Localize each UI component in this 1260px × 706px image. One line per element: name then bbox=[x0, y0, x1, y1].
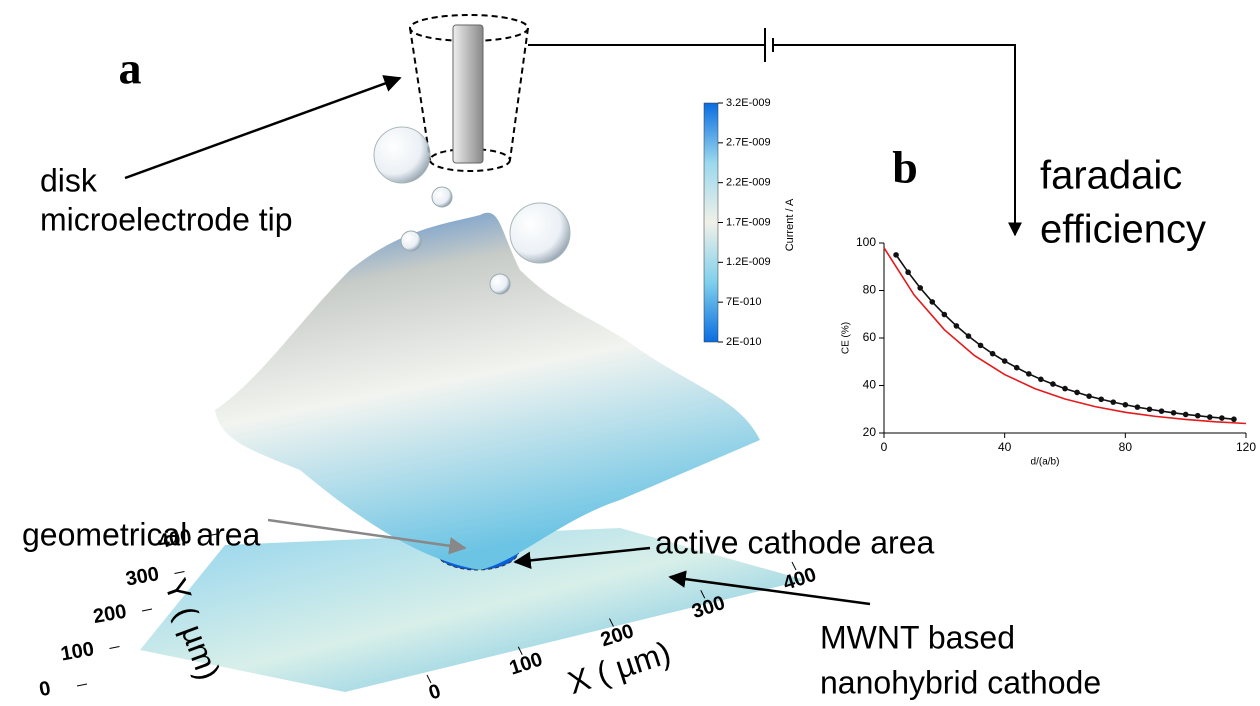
y-tick bbox=[142, 609, 152, 611]
data-point bbox=[905, 269, 911, 275]
data-point bbox=[942, 312, 948, 318]
colorbar-label: Current / A bbox=[784, 198, 796, 251]
data-point bbox=[1183, 412, 1189, 418]
data-point bbox=[1014, 365, 1020, 371]
data-point bbox=[1195, 413, 1201, 419]
annotation: disk bbox=[40, 162, 98, 198]
y-tick-label: 20 bbox=[863, 425, 877, 439]
y-tick-label: 60 bbox=[863, 330, 877, 344]
data-point bbox=[1147, 406, 1153, 412]
data-point bbox=[990, 351, 996, 357]
data-point bbox=[1038, 377, 1044, 383]
data-point bbox=[1062, 386, 1068, 392]
data-point bbox=[1050, 381, 1056, 387]
y-tick-label: 80 bbox=[863, 283, 877, 297]
series-line bbox=[884, 248, 1246, 424]
y-tick-label: 0 bbox=[37, 677, 52, 701]
y-tick-label: 100 bbox=[856, 235, 876, 249]
x-tick-label: 400 bbox=[781, 564, 820, 595]
y-tick-label: 200 bbox=[92, 601, 129, 628]
colorbar-tick-label: 1.2E-009 bbox=[726, 256, 771, 268]
annotation: geometrical area bbox=[22, 516, 261, 552]
colorbar-tick-label: 1.7E-009 bbox=[726, 216, 771, 228]
x-tick-label: 40 bbox=[998, 440, 1012, 454]
wire bbox=[528, 45, 1015, 235]
y-axis-label: CE (%) bbox=[841, 322, 852, 354]
panel-label: a bbox=[119, 43, 142, 94]
data-point bbox=[929, 299, 935, 305]
data-point bbox=[893, 252, 899, 258]
panel-label: b bbox=[892, 142, 918, 193]
y-tick-label: 40 bbox=[863, 378, 877, 392]
x-tick-label: 0 bbox=[426, 680, 443, 704]
data-point bbox=[1207, 414, 1213, 420]
data-point bbox=[1159, 408, 1165, 414]
data-point bbox=[978, 343, 984, 349]
battery bbox=[765, 28, 773, 62]
annotation: MWNT based bbox=[820, 619, 1015, 655]
colorbar-tick-label: 7E-010 bbox=[726, 296, 761, 308]
data-point bbox=[1110, 399, 1116, 405]
data-point bbox=[1086, 393, 1092, 399]
data-point bbox=[917, 285, 923, 291]
y-tick-label: 100 bbox=[59, 638, 96, 665]
y-tick bbox=[77, 684, 87, 686]
y-tick-label: 300 bbox=[124, 563, 161, 590]
data-point bbox=[1002, 358, 1008, 364]
data-point bbox=[1098, 396, 1104, 402]
colorbar-tick-label: 3.2E-009 bbox=[726, 97, 771, 109]
annotation: nanohybrid cathode bbox=[820, 664, 1101, 700]
axes bbox=[884, 243, 1246, 433]
x-tick-label: 0 bbox=[881, 440, 888, 454]
surface bbox=[215, 213, 760, 570]
data-point bbox=[1074, 390, 1080, 396]
data-point bbox=[954, 323, 960, 329]
x-tick-label: 80 bbox=[1119, 440, 1133, 454]
annotation: active cathode area bbox=[655, 524, 935, 560]
data-point bbox=[1219, 415, 1225, 421]
data-point bbox=[966, 333, 972, 339]
data-point bbox=[1231, 416, 1237, 422]
annotation: microelectrode tip bbox=[40, 201, 293, 237]
series-line bbox=[896, 255, 1234, 419]
data-point bbox=[1123, 402, 1129, 408]
data-point bbox=[1171, 410, 1177, 416]
figure: a b diskmicroelectrode tip geometrical ar… bbox=[0, 0, 1260, 706]
colorbar-tick-label: 2.7E-009 bbox=[726, 137, 771, 149]
colorbar-tick-label: 2E-010 bbox=[726, 336, 761, 348]
electrode-rod bbox=[453, 25, 483, 163]
x-axis-label: d/(a/b) bbox=[1031, 457, 1060, 468]
x-tick-label: 120 bbox=[1236, 440, 1256, 454]
x-tick-label: 100 bbox=[507, 648, 546, 679]
data-point bbox=[1135, 404, 1141, 410]
data-point bbox=[1026, 371, 1032, 377]
colorbar bbox=[704, 103, 718, 342]
y-tick bbox=[175, 572, 185, 574]
colorbar-tick-label: 2.2E-009 bbox=[726, 177, 771, 189]
y-tick bbox=[110, 647, 120, 649]
annotation: efficiency bbox=[1040, 208, 1206, 252]
annotation: faradaic bbox=[1040, 154, 1182, 198]
